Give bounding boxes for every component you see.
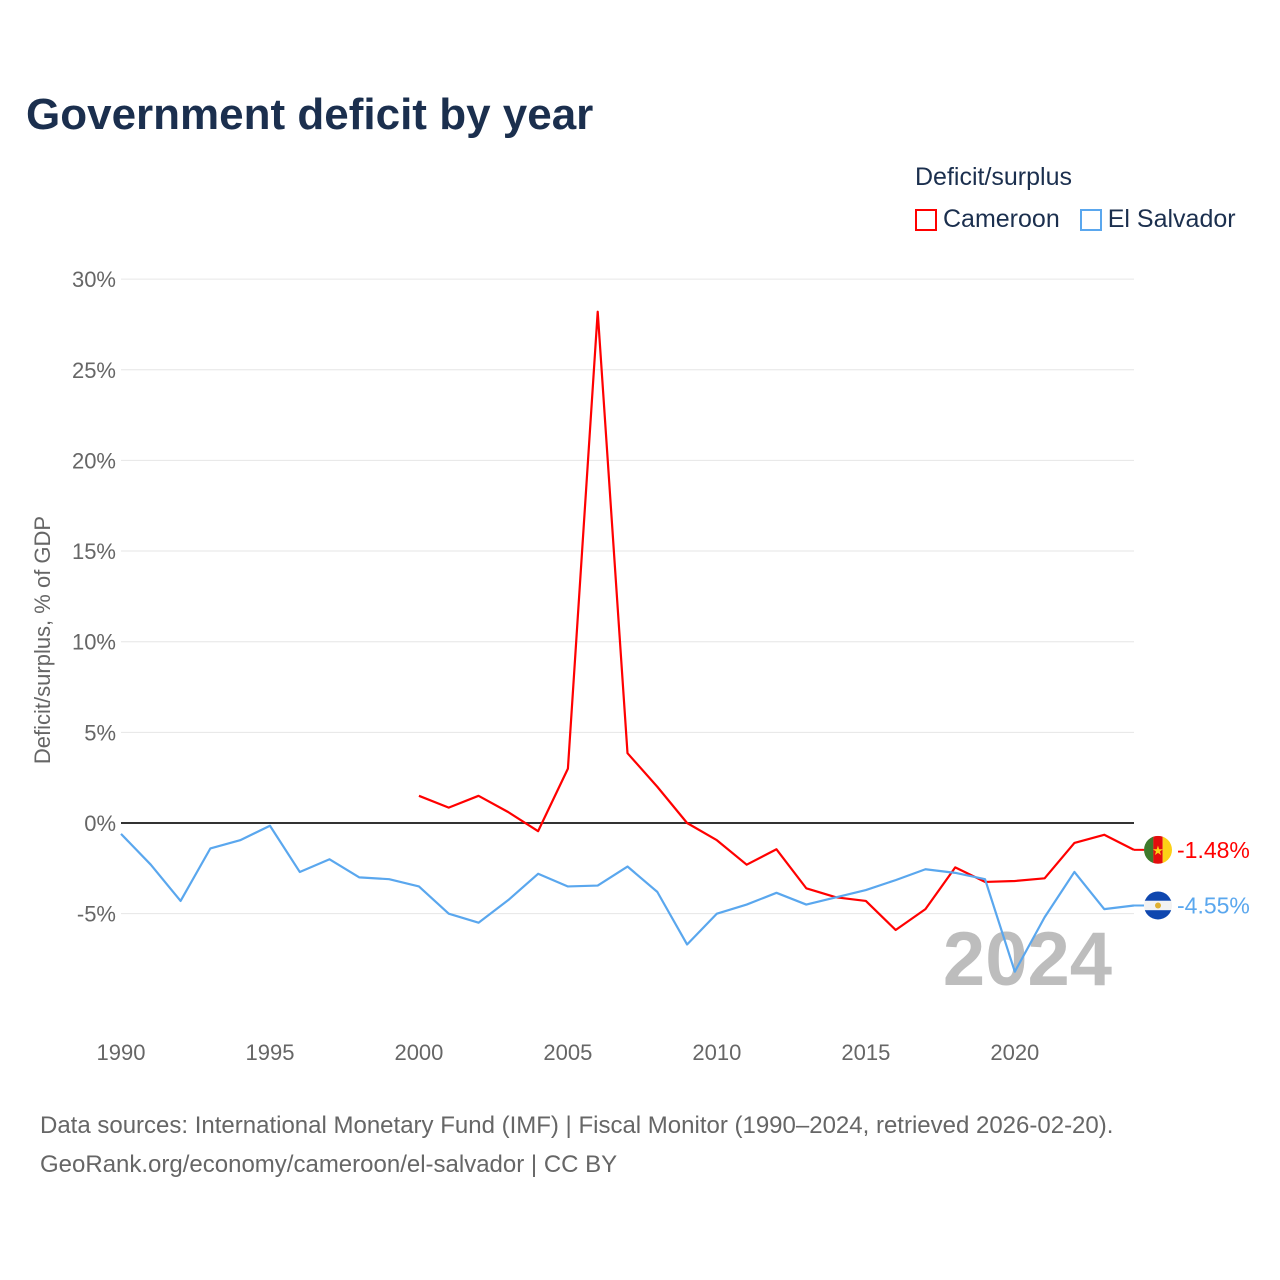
svg-text:★: ★ [1152,843,1164,858]
y-tick-label: 25% [72,358,116,383]
x-tick-label: 2015 [841,1040,890,1065]
legend-swatch-el-salvador [1079,208,1102,231]
footer: Data sources: International Monetary Fun… [40,1106,1113,1184]
legend-label: El Salvador [1107,205,1236,233]
legend-title: Deficit/surplus [915,163,1072,191]
end-value-label: -4.55% [1177,892,1250,918]
x-tick-label: 2010 [692,1040,741,1065]
data-source-text: Data sources: International Monetary Fun… [40,1112,1114,1139]
cameroon-flag-icon: ★ [1144,835,1172,864]
x-tick-label: 1990 [97,1040,146,1065]
y-tick-label: 10% [72,630,116,655]
y-tick-label: 5% [84,720,116,745]
x-tick-label: 1995 [245,1040,294,1065]
legend-swatch-cameroon [915,208,937,231]
y-tick-label: 0% [84,811,116,836]
y-tick-label: 15% [72,539,116,564]
source-link[interactable]: GeoRank.org/economy/cameroon/el-salvador… [40,1151,618,1178]
x-tick-label: 2020 [990,1040,1039,1065]
el-salvador-flag-icon [1144,891,1172,920]
series-line-cameroon [418,310,1135,932]
legend-label: Cameroon [943,205,1060,233]
y-tick-label: 20% [72,448,116,473]
legend-item-cameroon[interactable]: Cameroon [915,205,1060,234]
legend: Cameroon El Salvador [915,205,1236,234]
chart-title: Government deficit by year [26,90,594,139]
y-axis-label: Deficit/surplus, % of GDP [30,516,55,764]
x-tick-label: 2005 [543,1040,592,1065]
y-tick-label: 30% [72,267,116,292]
end-value-label: -1.48% [1177,837,1250,863]
y-tick-label: -5% [77,902,116,927]
legend-item-el-salvador[interactable]: El Salvador [1079,205,1236,234]
year-watermark: 2024 [943,917,1112,1002]
x-tick-label: 2000 [394,1040,443,1065]
